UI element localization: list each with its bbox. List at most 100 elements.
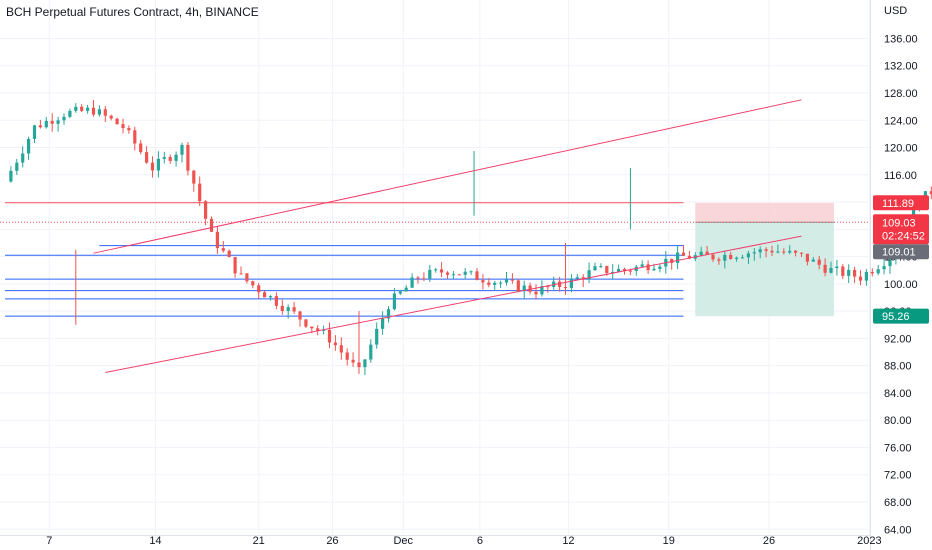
- candle-body: [858, 276, 863, 281]
- candle-body: [823, 264, 827, 273]
- y-tick-label: 124.00: [884, 115, 918, 127]
- y-tick-label: 64.00: [884, 524, 912, 536]
- candle-body: [758, 249, 762, 253]
- candle-body: [209, 218, 214, 232]
- y-tick-label: 80.00: [884, 415, 912, 427]
- candle-body: [404, 287, 408, 292]
- candle-body: [369, 344, 373, 360]
- candle-body: [345, 352, 349, 360]
- candle-body: [493, 282, 497, 285]
- candle-body: [156, 158, 160, 171]
- y-tick-label: 88.00: [884, 361, 912, 373]
- candle-body: [528, 285, 532, 292]
- candle-body: [540, 286, 544, 295]
- candle-body: [776, 251, 780, 253]
- candle-body: [817, 259, 821, 265]
- candle-body: [929, 191, 932, 195]
- candle-body: [180, 144, 184, 155]
- candle-body: [215, 231, 219, 249]
- channel-upper-line: [93, 99, 802, 254]
- candle-body: [62, 116, 66, 121]
- candle-body: [534, 291, 538, 295]
- candle-body: [658, 266, 662, 269]
- candle-body: [15, 162, 19, 171]
- candle-body: [481, 280, 485, 283]
- candle-body: [593, 266, 597, 271]
- x-tick-label: 7: [46, 535, 52, 547]
- candle-body: [882, 266, 886, 270]
- candle-body: [622, 268, 627, 271]
- candle-body: [103, 109, 107, 116]
- candle-body: [847, 269, 851, 276]
- candle-body: [569, 278, 573, 288]
- x-tick-label: 26: [326, 535, 338, 547]
- candle-body: [21, 153, 25, 163]
- y-tick-label: 72.00: [884, 470, 912, 482]
- candle-body: [38, 125, 42, 128]
- candle-body: [440, 269, 444, 273]
- candle-body: [870, 271, 874, 274]
- candle-body: [676, 252, 680, 263]
- candle-body: [617, 268, 621, 272]
- candle-body: [422, 278, 426, 280]
- candle-body: [97, 109, 101, 115]
- channel-lower-line: [105, 235, 802, 373]
- candle-body: [829, 268, 833, 273]
- candle-body: [192, 170, 196, 184]
- candle-body: [705, 251, 709, 255]
- candle-body: [86, 107, 90, 111]
- candle-body: [286, 307, 290, 312]
- candle-body: [80, 106, 84, 111]
- candle-body: [375, 328, 379, 345]
- x-tick-label: 21: [253, 535, 265, 547]
- candle-body: [687, 255, 691, 259]
- candle-body: [611, 271, 615, 274]
- y-tick-label: 100.00: [884, 279, 918, 291]
- candle-body: [445, 272, 450, 275]
- candle-body: [56, 120, 60, 124]
- candle-body: [133, 130, 137, 144]
- candle-body: [434, 269, 438, 271]
- candle-body: [864, 271, 868, 281]
- candle-body: [587, 270, 591, 280]
- candle-body: [381, 318, 385, 329]
- position-zones: [695, 202, 834, 317]
- candle-body: [221, 248, 225, 251]
- candle-body: [504, 279, 509, 283]
- candle-body: [127, 128, 131, 131]
- candle-body: [799, 252, 804, 254]
- candle-body: [304, 319, 308, 327]
- candle-body: [794, 250, 798, 253]
- candle-body: [752, 252, 756, 254]
- candle-body: [50, 120, 54, 124]
- candle-body: [599, 265, 603, 267]
- x-tick-label: 2023: [857, 535, 881, 547]
- candle-body: [227, 250, 231, 258]
- candle-body: [510, 279, 514, 281]
- x-tick-label: 12: [562, 535, 574, 547]
- candle-body: [162, 157, 166, 159]
- x-tick-label: 14: [149, 535, 161, 547]
- candle-body: [717, 259, 721, 261]
- candle-body: [835, 266, 839, 269]
- take-profit-zone: [695, 222, 834, 317]
- grid-lines: [0, 0, 871, 550]
- candle-body: [670, 258, 674, 263]
- candle-body: [782, 251, 786, 253]
- candle-body: [386, 309, 391, 319]
- candle-body: [410, 277, 414, 288]
- candle-body: [605, 265, 609, 274]
- candle-body: [416, 277, 420, 279]
- y-tick-label: 128.00: [884, 88, 918, 100]
- y-tick-label: 116.00: [884, 170, 917, 182]
- candle-body: [233, 257, 237, 274]
- candle-body: [239, 273, 243, 275]
- stop-price-badge: 111.89: [882, 198, 914, 210]
- candle-body: [428, 269, 432, 279]
- candle-body: [805, 253, 809, 262]
- current-price-badge-bg: [873, 214, 929, 245]
- candle-body: [145, 152, 149, 163]
- candle-body: [640, 264, 644, 267]
- candle-body: [150, 162, 155, 171]
